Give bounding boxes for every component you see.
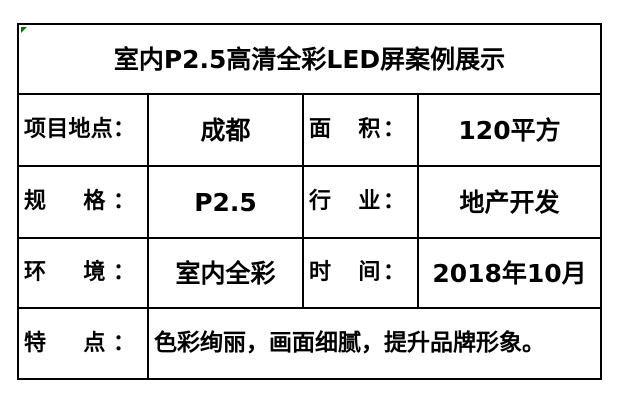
value-area: 120平方 bbox=[419, 95, 600, 165]
label-environment: 环 境： bbox=[19, 239, 147, 307]
value-project-location: 成都 bbox=[149, 95, 302, 165]
label-text: 环 境： bbox=[24, 260, 135, 285]
label-text: 项目地点： bbox=[24, 117, 135, 142]
value-feature: 色彩绚丽，画面细腻，提升品牌形象。 bbox=[149, 309, 600, 378]
label-text: 时 间： bbox=[309, 260, 405, 285]
label-feature: 特 点： bbox=[19, 309, 147, 378]
label-time: 时 间： bbox=[304, 239, 417, 307]
label-industry: 行 业： bbox=[304, 167, 417, 237]
label-project-location: 项目地点： bbox=[19, 95, 147, 165]
label-area: 面 积： bbox=[304, 95, 417, 165]
value-spec: P2.5 bbox=[149, 167, 302, 237]
value-time: 2018年10月 bbox=[419, 239, 600, 307]
label-text: 特 点： bbox=[24, 330, 135, 356]
case-info-table: 室内P2.5高清全彩LED屏案例展示 项目地点： 成都 面 积： 120平方 规… bbox=[17, 23, 602, 380]
value-environment: 室内全彩 bbox=[149, 239, 302, 307]
label-text: 规 格： bbox=[24, 189, 135, 214]
label-spec: 规 格： bbox=[19, 167, 147, 237]
value-industry: 地产开发 bbox=[419, 167, 600, 237]
label-text: 行 业： bbox=[309, 189, 405, 214]
label-text: 面 积： bbox=[309, 117, 405, 142]
green-corner-marker-icon bbox=[21, 27, 27, 33]
table-title: 室内P2.5高清全彩LED屏案例展示 bbox=[19, 25, 600, 93]
